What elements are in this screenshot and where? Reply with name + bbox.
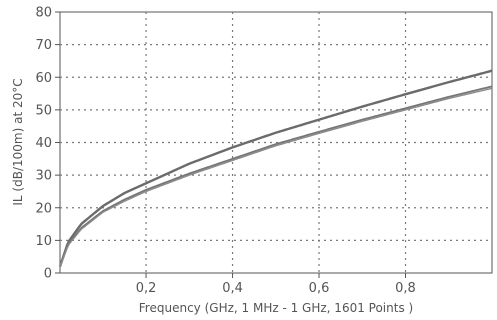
x-tick-label: 0,6 (309, 281, 330, 296)
x-axis-label: Frequency (GHz, 1 MHz - 1 GHz, 1601 Poin… (139, 301, 413, 315)
x-tick-label: 0,4 (222, 281, 243, 296)
y-tick-label: 80 (35, 6, 52, 21)
y-tick-label: 20 (35, 201, 52, 216)
series-line-1 (58, 69, 493, 267)
x-tick-label: 0,8 (395, 281, 416, 296)
y-tick-label: 0 (44, 267, 52, 282)
series-line-2 (59, 85, 493, 267)
grid (60, 12, 492, 273)
y-tick-label: 10 (35, 234, 52, 249)
series-line-3 (59, 87, 493, 267)
x-axis-ticks: 0,2 0,4 0,6 0,8 (136, 273, 416, 296)
y-axis-label: IL (dB/100m) at 20°C (11, 78, 25, 205)
y-tick-label: 40 (35, 136, 52, 151)
y-tick-label: 30 (35, 169, 52, 184)
y-tick-label: 50 (35, 103, 52, 118)
series-group (58, 69, 493, 267)
y-tick-label: 70 (35, 38, 52, 53)
y-axis-ticks: 0 10 20 30 40 50 60 70 80 (35, 6, 60, 282)
y-tick-label: 60 (35, 71, 52, 86)
x-tick-label: 0,2 (136, 281, 157, 296)
